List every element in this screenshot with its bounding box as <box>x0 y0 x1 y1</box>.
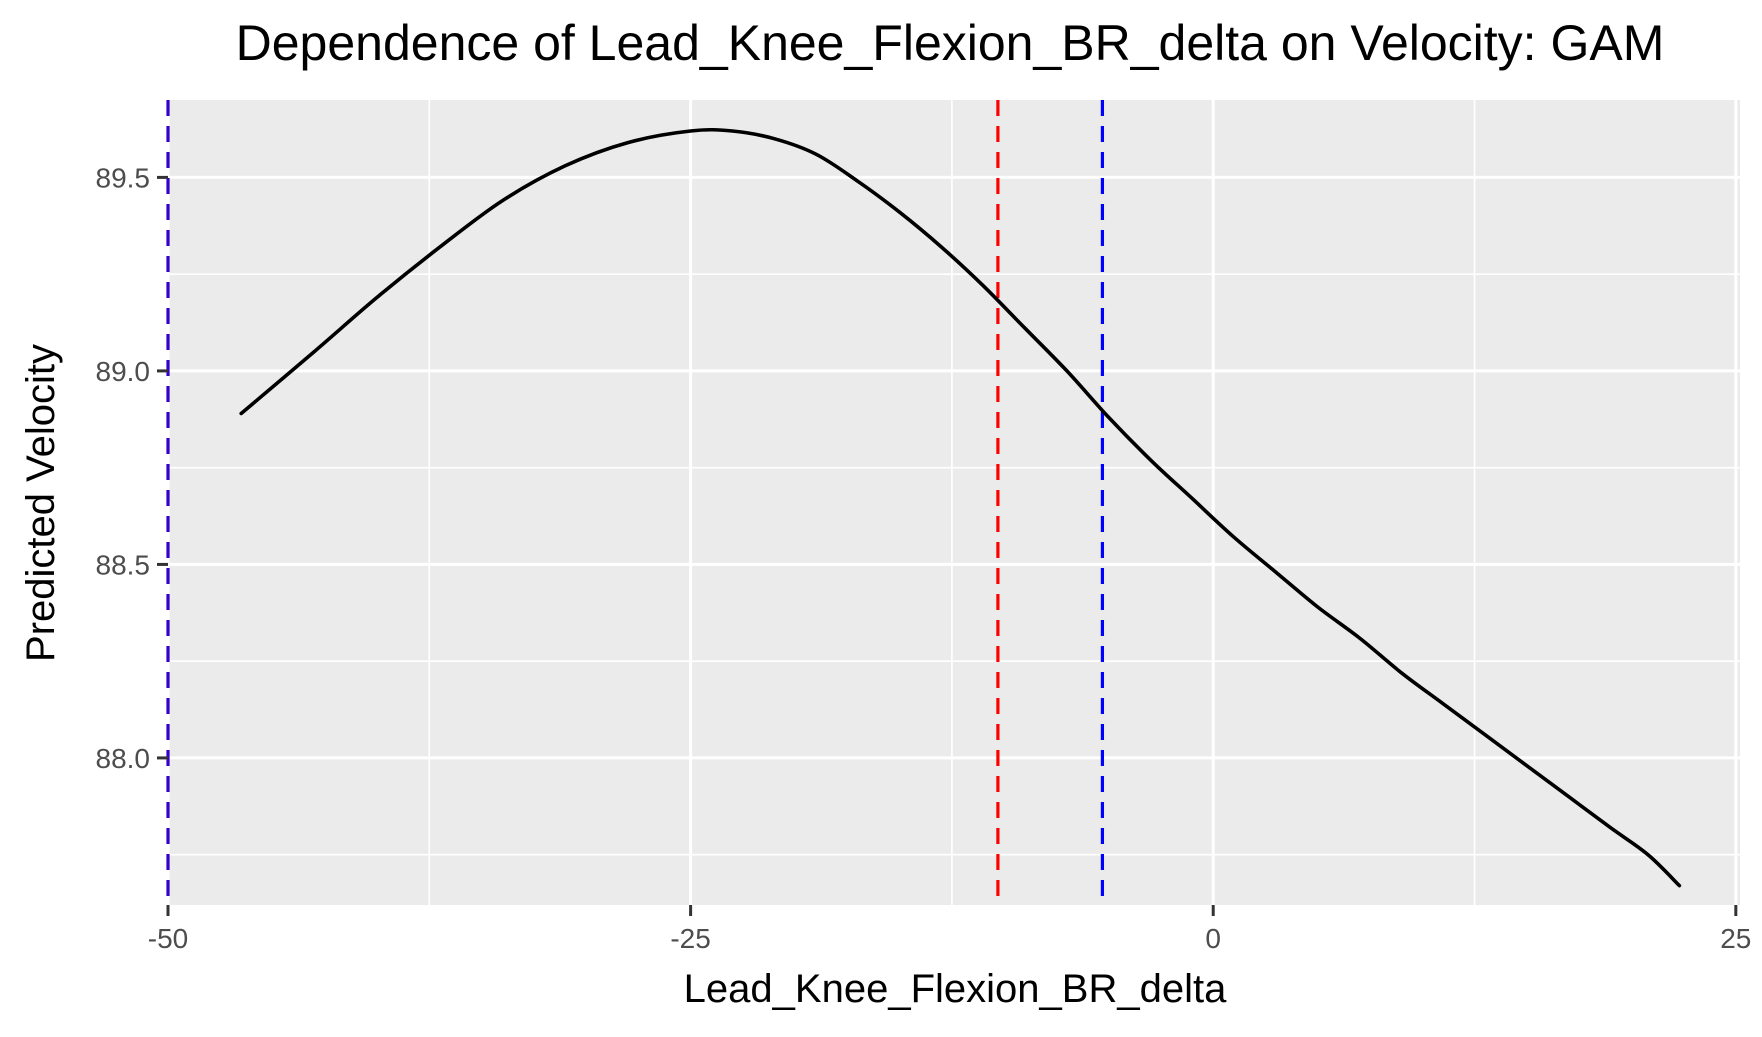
y-tick-label: 89.5 <box>96 162 151 193</box>
y-axis: 88.0 88.5 89.0 89.5 <box>96 162 168 774</box>
reference-lines <box>166 100 1105 905</box>
major-gridlines <box>166 100 1740 905</box>
plot-background <box>168 100 1740 905</box>
minor-gridlines <box>168 100 1740 905</box>
chart-title: Dependence of Lead_Knee_Flexion_BR_delta… <box>236 15 1665 71</box>
y-tick-label: 89.0 <box>96 356 151 387</box>
series-layer <box>239 127 1682 888</box>
series-line <box>239 127 1682 888</box>
y-tick-label: 88.0 <box>96 743 151 774</box>
y-tick-label: 88.5 <box>96 549 151 580</box>
x-axis: -50 -25 0 25 <box>148 905 1751 954</box>
x-tick-label: 25 <box>1720 923 1751 954</box>
x-tick-label: -50 <box>148 923 188 954</box>
y-axis-title: Predicted Velocity <box>19 344 63 662</box>
x-axis-title: Lead_Knee_Flexion_BR_delta <box>684 967 1227 1011</box>
x-tick-label: -25 <box>670 923 710 954</box>
x-tick-label: 0 <box>1205 923 1221 954</box>
